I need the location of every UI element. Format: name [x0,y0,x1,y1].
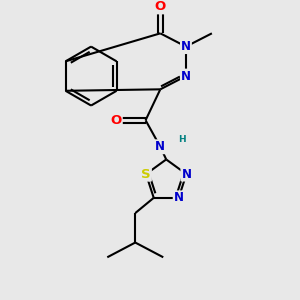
Text: S: S [141,168,151,181]
Text: O: O [155,0,166,13]
Text: N: N [174,191,184,204]
Text: H: H [178,135,186,144]
Text: N: N [181,40,191,53]
Text: N: N [181,70,191,83]
Text: N: N [155,140,165,153]
Text: O: O [110,114,122,127]
Text: N: N [182,168,191,181]
